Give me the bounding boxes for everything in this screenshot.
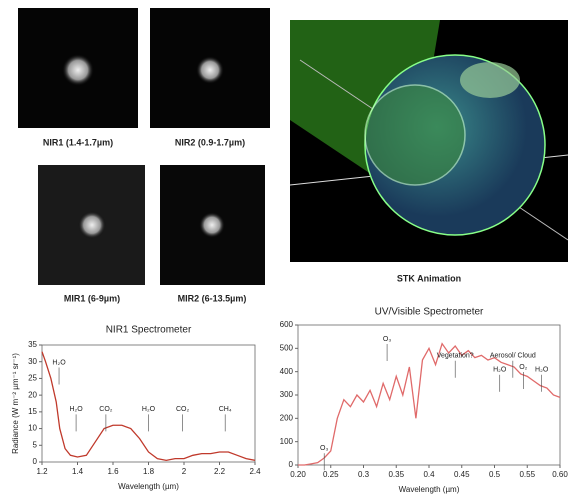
- planet: [199, 212, 225, 238]
- image-caption: STK Animation: [397, 273, 461, 283]
- footprint: [365, 85, 465, 185]
- x-tick-label: 0.55: [519, 470, 535, 479]
- spectrum-line: [298, 344, 560, 465]
- y-tick-label: 15: [28, 407, 37, 416]
- y-tick-label: 0: [289, 460, 294, 469]
- x-tick-label: 1.4: [72, 467, 84, 476]
- annotation: O₃: [383, 336, 391, 343]
- x-tick-label: 0.25: [323, 470, 339, 479]
- annotation: CH₄: [219, 406, 232, 413]
- x-tick-label: 0.20: [290, 470, 306, 479]
- image-caption: NIR2 (0.9-1.7µm): [175, 137, 245, 147]
- x-tick-label: 0.3: [358, 470, 370, 479]
- y-tick-label: 500: [280, 343, 294, 352]
- y-tick-label: 35: [28, 340, 37, 349]
- x-tick-label: 0.5: [489, 470, 501, 479]
- x-tick-label: 0.35: [388, 470, 404, 479]
- annotation: O₂: [519, 364, 527, 371]
- x-axis-label: Wavelength (µm): [399, 485, 460, 494]
- y-tick-label: 25: [28, 374, 37, 383]
- plot-frame: [42, 345, 255, 462]
- x-tick-label: 0.60: [552, 470, 568, 479]
- x-tick-label: 1.8: [143, 467, 155, 476]
- annotation: H₂O: [52, 359, 66, 366]
- planet: [196, 56, 224, 84]
- chart-title: UV/Visible Spectrometer: [375, 307, 484, 318]
- annotation: CO₂: [176, 406, 190, 413]
- annotation: H₂O: [142, 406, 156, 413]
- x-tick-label: 0.4: [423, 470, 435, 479]
- y-tick-label: 30: [28, 357, 37, 366]
- planet: [62, 54, 94, 86]
- image-caption: MIR2 (6-13.5µm): [178, 293, 247, 303]
- plot-frame: [298, 325, 560, 465]
- page: NIR1 (1.4-1.7µm) NIR2 (0.9-1.7µm) MIR1 (6-…: [0, 0, 568, 498]
- annotation: H₂O: [493, 367, 507, 374]
- y-tick-label: 100: [280, 437, 294, 446]
- annotation: CO₂: [99, 406, 113, 413]
- planet: [78, 211, 106, 239]
- chart-title: NIR1 Spectrometer: [106, 325, 192, 336]
- x-tick-label: 0.45: [454, 470, 470, 479]
- y-tick-label: 400: [280, 367, 294, 376]
- y-tick-label: 200: [280, 413, 294, 422]
- annotation: O₃: [320, 445, 328, 452]
- annotation: H₂O: [535, 367, 549, 374]
- y-tick-label: 20: [28, 390, 37, 399]
- y-tick-label: 10: [28, 424, 37, 433]
- x-tick-label: 1.2: [36, 467, 48, 476]
- annotation: H₂O: [69, 406, 83, 413]
- x-axis-label: Wavelength (µm): [118, 482, 179, 491]
- figure: NIR1 (1.4-1.7µm) NIR2 (0.9-1.7µm) MIR1 (6-…: [0, 0, 568, 498]
- annotation: Vegetation?: [437, 353, 474, 360]
- y-axis-label: Radiance (W m⁻² µm⁻¹ sr⁻¹): [11, 353, 20, 454]
- land: [460, 62, 520, 98]
- y-tick-label: 600: [280, 320, 294, 329]
- stk-image: [290, 20, 568, 262]
- y-tick-label: 0: [33, 457, 38, 466]
- x-tick-label: 2.2: [214, 467, 226, 476]
- image-caption: MIR1 (6-9µm): [64, 293, 120, 303]
- annotation: Aerosol/ Cloud: [490, 353, 536, 360]
- y-tick-label: 300: [280, 390, 294, 399]
- y-tick-label: 5: [33, 440, 38, 449]
- x-tick-label: 1.6: [107, 467, 119, 476]
- x-tick-label: 2: [182, 467, 187, 476]
- image-caption: NIR1 (1.4-1.7µm): [43, 137, 113, 147]
- x-tick-label: 2.4: [249, 467, 261, 476]
